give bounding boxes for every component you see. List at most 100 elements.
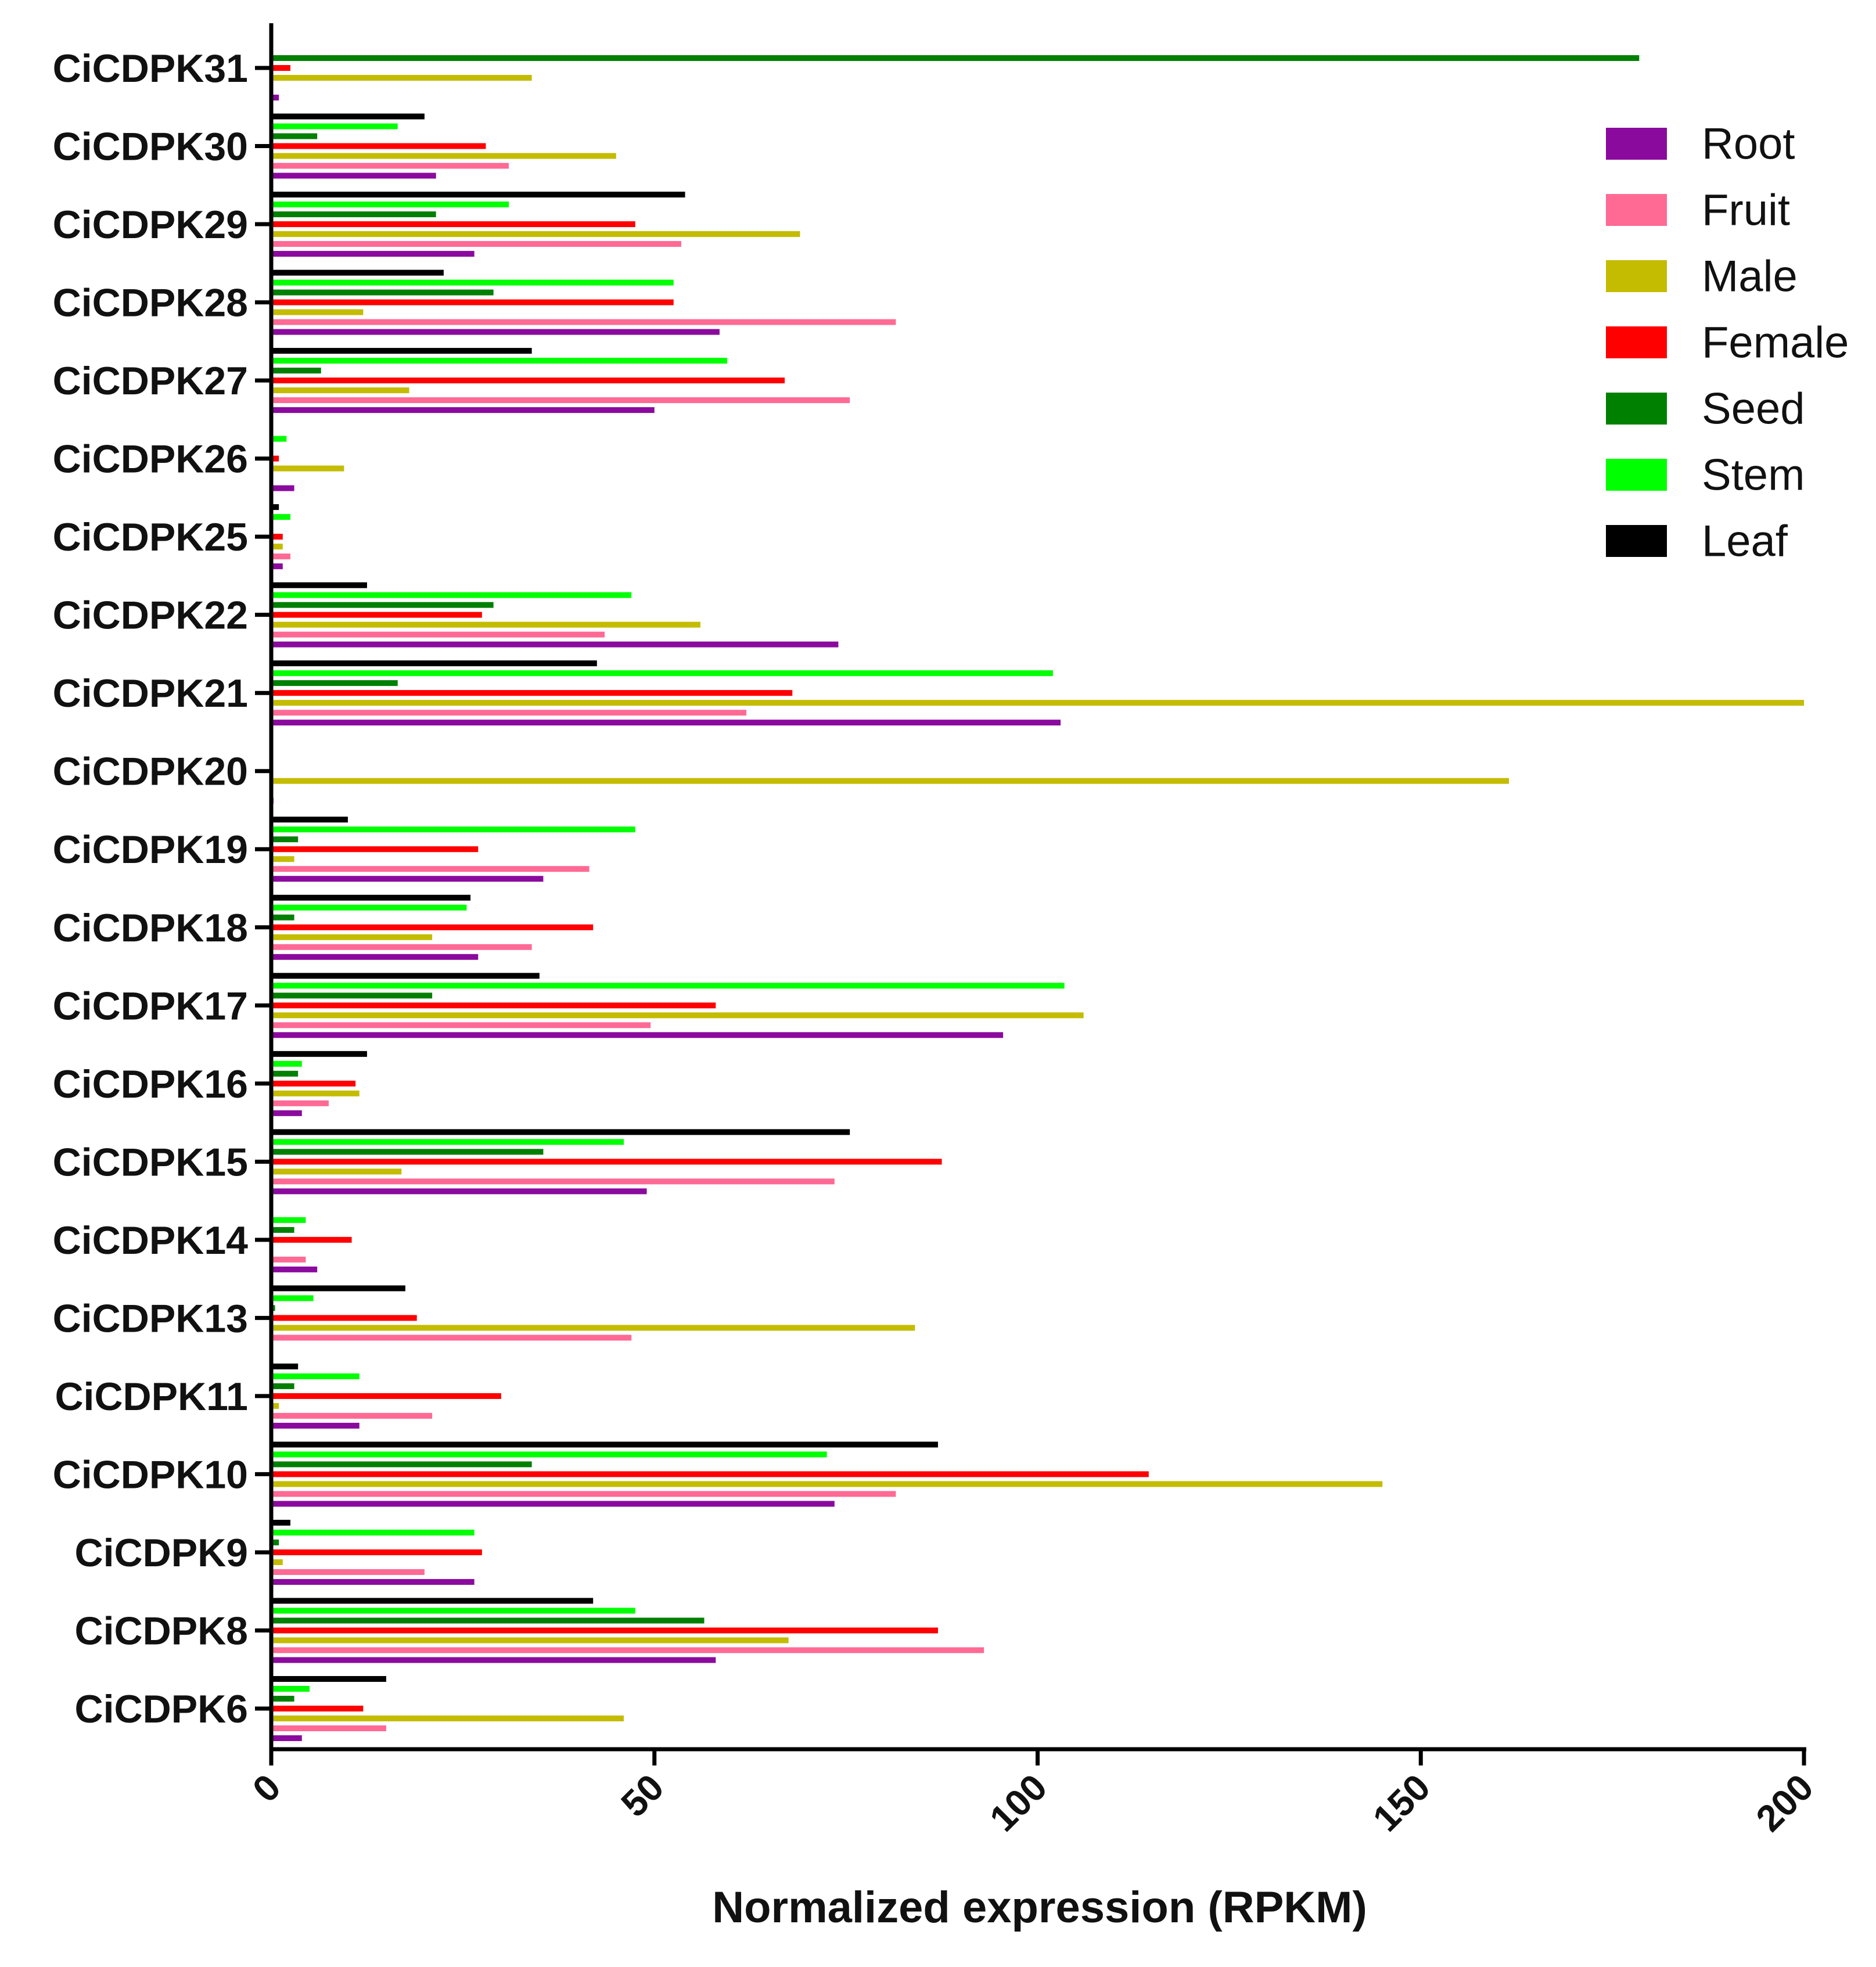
bar-cicdpk22-male xyxy=(271,621,700,628)
y-tick-label-cicdpk20: CiCDPK20 xyxy=(53,750,248,794)
bar-cicdpk28-female xyxy=(271,299,674,305)
bar-cicdpk21-fruit xyxy=(271,710,747,716)
x-axis-title: Normalized expression (RPKM) xyxy=(712,1883,1367,1932)
bar-cicdpk16-male xyxy=(271,1090,360,1096)
bar-cicdpk17-root xyxy=(271,1032,1004,1038)
bar-cicdpk30-root xyxy=(271,172,436,179)
bar-cicdpk6-root xyxy=(271,1735,302,1741)
y-tick-label-cicdpk19: CiCDPK19 xyxy=(53,828,248,872)
y-tick-label-cicdpk16: CiCDPK16 xyxy=(53,1062,248,1106)
legend-swatch-root xyxy=(1606,128,1667,160)
bar-cicdpk9-fruit xyxy=(271,1569,425,1575)
bar-cicdpk29-seed xyxy=(271,211,436,218)
bar-cicdpk18-leaf xyxy=(271,894,471,901)
bar-cicdpk31-seed xyxy=(271,55,1640,61)
y-tick-label-cicdpk15: CiCDPK15 xyxy=(53,1140,248,1184)
bar-cicdpk29-leaf xyxy=(271,192,685,198)
y-tick-label-cicdpk25: CiCDPK25 xyxy=(53,515,248,559)
bar-cicdpk19-male xyxy=(271,856,294,862)
bar-cicdpk27-leaf xyxy=(271,348,532,354)
bar-cicdpk17-male xyxy=(271,1012,1084,1019)
bar-cicdpk13-fruit xyxy=(271,1335,632,1341)
bar-cicdpk6-male xyxy=(271,1716,624,1721)
bar-cicdpk29-root xyxy=(271,251,475,257)
bar-cicdpk21-leaf xyxy=(271,660,597,667)
bar-cicdpk15-root xyxy=(271,1188,647,1195)
legend-label-leaf: Leaf xyxy=(1702,517,1788,566)
bar-cicdpk28-fruit xyxy=(271,319,896,325)
bar-cicdpk8-male xyxy=(271,1637,789,1644)
y-tick-label-cicdpk17: CiCDPK17 xyxy=(53,984,248,1028)
y-tick-label-cicdpk31: CiCDPK31 xyxy=(53,46,248,91)
bar-cicdpk19-leaf xyxy=(271,817,348,823)
y-tick-label-cicdpk10: CiCDPK10 xyxy=(53,1452,248,1497)
bar-cicdpk10-male xyxy=(271,1481,1383,1487)
bars-layer xyxy=(271,55,1804,1741)
bar-cicdpk8-leaf xyxy=(271,1598,594,1604)
y-tick-label-cicdpk11: CiCDPK11 xyxy=(55,1375,248,1419)
bar-cicdpk19-seed xyxy=(271,836,299,843)
bar-cicdpk18-fruit xyxy=(271,944,532,950)
bar-cicdpk21-male xyxy=(271,700,1804,706)
bar-cicdpk10-seed xyxy=(271,1461,532,1468)
bar-cicdpk28-root xyxy=(271,329,720,335)
bar-cicdpk30-female xyxy=(271,143,486,149)
y-tick-label-cicdpk14: CiCDPK14 xyxy=(53,1218,248,1263)
bar-cicdpk13-male xyxy=(271,1325,915,1331)
legend-label-seed: Seed xyxy=(1702,384,1805,434)
bar-cicdpk14-fruit xyxy=(271,1256,306,1263)
bar-cicdpk30-male xyxy=(271,153,616,159)
bar-cicdpk13-stem xyxy=(271,1295,314,1301)
bar-cicdpk15-female xyxy=(271,1159,942,1165)
bar-cicdpk17-leaf xyxy=(271,973,540,979)
y-tick-label-cicdpk30: CiCDPK30 xyxy=(53,125,248,169)
bar-cicdpk14-seed xyxy=(271,1227,294,1233)
y-tick-label-cicdpk27: CiCDPK27 xyxy=(53,359,248,403)
bar-cicdpk31-female xyxy=(271,65,290,71)
legend-swatch-seed xyxy=(1606,393,1667,425)
bar-cicdpk25-male xyxy=(271,544,283,550)
legend-swatch-stem xyxy=(1606,459,1667,491)
bar-cicdpk21-stem xyxy=(271,670,1053,677)
bar-cicdpk9-root xyxy=(271,1578,475,1585)
bar-cicdpk6-stem xyxy=(271,1686,310,1692)
bar-cicdpk21-female xyxy=(271,690,793,696)
bar-cicdpk25-root xyxy=(271,563,283,570)
bar-cicdpk9-male xyxy=(271,1559,283,1565)
bar-cicdpk29-fruit xyxy=(271,241,681,247)
bar-cicdpk18-seed xyxy=(271,914,294,920)
bar-cicdpk6-fruit xyxy=(271,1725,386,1731)
bar-cicdpk13-female xyxy=(271,1315,417,1321)
y-tick-label-cicdpk29: CiCDPK29 xyxy=(53,203,248,247)
y-tick-label-cicdpk8: CiCDPK8 xyxy=(75,1609,249,1653)
bar-cicdpk31-male xyxy=(271,75,532,81)
y-tick-label-cicdpk21: CiCDPK21 xyxy=(53,671,248,715)
bar-cicdpk10-leaf xyxy=(271,1441,938,1448)
bar-cicdpk15-seed xyxy=(271,1149,544,1155)
bar-cicdpk16-root xyxy=(271,1110,302,1116)
bar-cicdpk22-stem xyxy=(271,592,632,598)
bar-cicdpk26-male xyxy=(271,465,344,472)
bar-cicdpk27-stem xyxy=(271,358,728,364)
x-tick-label-100: 100 xyxy=(982,1766,1055,1839)
bar-cicdpk29-male xyxy=(271,231,800,238)
x-ticks: 0 50 100 150 200 xyxy=(245,1749,1821,1839)
y-tick-label-cicdpk9: CiCDPK9 xyxy=(75,1531,249,1575)
bar-cicdpk27-root xyxy=(271,407,655,413)
bar-cicdpk14-root xyxy=(271,1266,318,1272)
bar-cicdpk8-fruit xyxy=(271,1647,984,1653)
bar-cicdpk26-female xyxy=(271,455,279,462)
y-tick-label-cicdpk13: CiCDPK13 xyxy=(53,1296,248,1340)
legend-label-male: Male xyxy=(1702,252,1798,301)
bar-cicdpk20-male xyxy=(271,778,1509,784)
bar-cicdpk22-seed xyxy=(271,602,494,608)
bar-cicdpk28-male xyxy=(271,309,364,315)
bar-cicdpk19-stem xyxy=(271,826,635,833)
bar-cicdpk11-seed xyxy=(271,1383,294,1389)
bar-cicdpk9-stem xyxy=(271,1529,475,1536)
bar-cicdpk30-fruit xyxy=(271,163,509,169)
legend-swatch-male xyxy=(1606,260,1667,292)
bar-cicdpk19-fruit xyxy=(271,866,590,872)
legend-swatch-leaf xyxy=(1606,525,1667,557)
